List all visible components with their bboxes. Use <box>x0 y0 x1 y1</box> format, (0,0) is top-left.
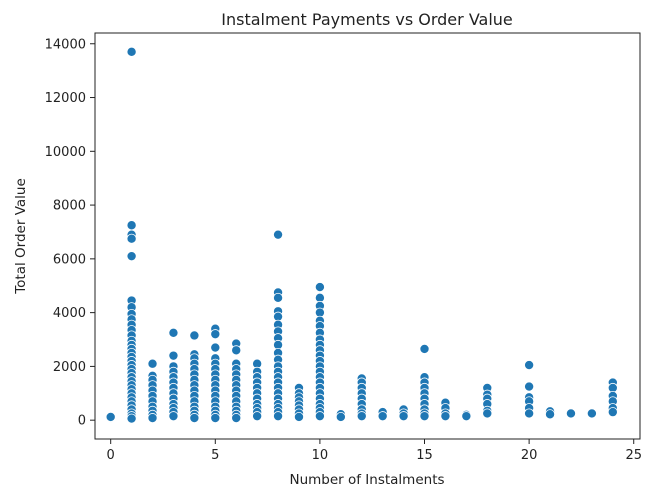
scatter-point <box>273 229 284 240</box>
x-tick-label: 10 <box>312 448 329 463</box>
scatter-point <box>398 411 409 422</box>
scatter-point <box>126 220 137 231</box>
scatter-point <box>210 413 221 424</box>
x-tick-label: 15 <box>416 448 433 463</box>
scatter-point <box>210 342 221 353</box>
scatter-point <box>126 233 137 244</box>
y-tick-label: 12000 <box>45 91 86 106</box>
y-tick-label: 0 <box>78 414 86 429</box>
scatter-point <box>356 411 367 422</box>
x-axis-label: Number of Instalments <box>289 472 444 488</box>
scatter-point <box>168 327 179 338</box>
scatter-point <box>252 411 263 422</box>
y-tick-label: 4000 <box>53 306 86 321</box>
y-axis: 0 2000 4000 6000 8000 10000 12000 14000 <box>45 37 95 429</box>
scatter-point <box>419 343 430 354</box>
scatter-point <box>147 413 158 424</box>
scatter-point <box>377 411 388 422</box>
scatter-point <box>189 330 200 341</box>
scatter-point <box>607 407 618 418</box>
scatter-point <box>231 345 242 356</box>
y-tick-label: 14000 <box>45 37 86 52</box>
scatter-point <box>273 292 284 303</box>
scatter-point <box>524 381 535 392</box>
scatter-point <box>482 408 493 419</box>
y-axis-label: Total Order Value <box>13 178 29 295</box>
plot-frame <box>94 32 641 440</box>
x-tick-label: 0 <box>107 448 115 463</box>
chart-title: Instalment Payments vs Order Value <box>221 10 513 29</box>
y-tick-label: 8000 <box>53 199 86 214</box>
scatter-point <box>440 411 451 422</box>
scatter-point <box>126 413 137 424</box>
scatter-point <box>586 408 597 419</box>
scatter-point <box>126 251 137 262</box>
scatter-point <box>524 360 535 371</box>
y-tick-label: 6000 <box>53 252 86 267</box>
x-tick-label: 5 <box>211 448 219 463</box>
x-tick-label: 20 <box>521 448 538 463</box>
scatter-point <box>524 408 535 419</box>
scatter-point <box>314 282 325 293</box>
scatter-point <box>189 413 200 424</box>
scatter-point <box>231 413 242 424</box>
scatter-point <box>126 46 137 57</box>
scatter-point <box>105 411 116 422</box>
scatter-point <box>273 411 284 422</box>
scatter-point <box>545 409 556 420</box>
scatter-point <box>168 350 179 361</box>
scatter-point <box>565 408 576 419</box>
x-axis: 0 5 10 15 20 25 <box>107 439 642 463</box>
x-tick-label: 25 <box>625 448 642 463</box>
scatter-point <box>461 411 472 422</box>
scatter-point <box>335 411 346 422</box>
scatter-point <box>210 329 221 340</box>
y-tick-label: 10000 <box>45 145 86 160</box>
scatter-point <box>147 358 158 369</box>
scatter-point <box>314 411 325 422</box>
scatter-point <box>293 411 304 422</box>
scatter-point <box>168 411 179 422</box>
scatter-point <box>419 411 430 422</box>
y-tick-label: 2000 <box>53 360 86 375</box>
points-layer <box>105 46 618 424</box>
